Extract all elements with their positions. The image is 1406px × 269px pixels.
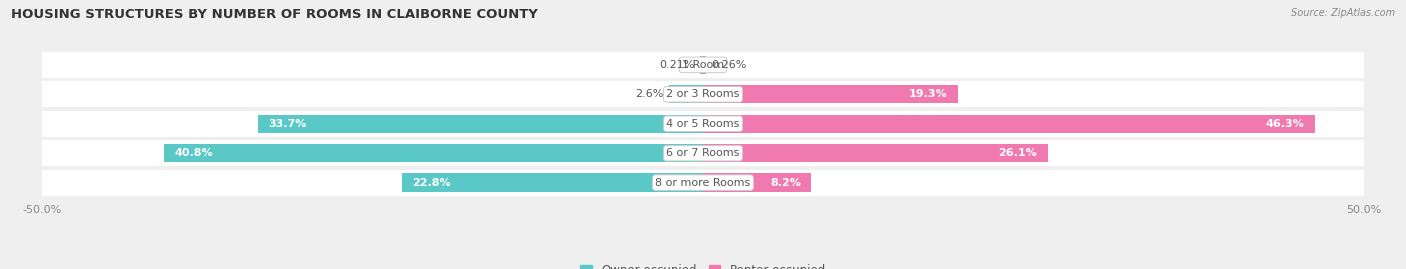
- Text: 0.21%: 0.21%: [659, 60, 695, 70]
- Bar: [703, 174, 811, 192]
- Bar: [42, 81, 1364, 107]
- Bar: [703, 144, 1047, 162]
- Bar: [703, 56, 706, 74]
- Text: 2.6%: 2.6%: [636, 89, 664, 99]
- Bar: [42, 170, 1364, 196]
- Text: 33.7%: 33.7%: [269, 119, 307, 129]
- Text: 8 or more Rooms: 8 or more Rooms: [655, 178, 751, 187]
- Bar: [257, 115, 703, 133]
- Legend: Owner-occupied, Renter-occupied: Owner-occupied, Renter-occupied: [575, 259, 831, 269]
- Text: 8.2%: 8.2%: [770, 178, 801, 187]
- Text: 1 Room: 1 Room: [682, 60, 724, 70]
- Text: Source: ZipAtlas.com: Source: ZipAtlas.com: [1291, 8, 1395, 18]
- Text: 6 or 7 Rooms: 6 or 7 Rooms: [666, 148, 740, 158]
- Text: 0.26%: 0.26%: [711, 60, 747, 70]
- Text: 2 or 3 Rooms: 2 or 3 Rooms: [666, 89, 740, 99]
- Text: HOUSING STRUCTURES BY NUMBER OF ROOMS IN CLAIBORNE COUNTY: HOUSING STRUCTURES BY NUMBER OF ROOMS IN…: [11, 8, 538, 21]
- Bar: [42, 52, 1364, 78]
- Bar: [669, 85, 703, 103]
- Bar: [163, 144, 703, 162]
- Bar: [402, 174, 703, 192]
- Bar: [42, 140, 1364, 166]
- Bar: [703, 85, 957, 103]
- Bar: [700, 56, 703, 74]
- Bar: [42, 111, 1364, 137]
- Text: 46.3%: 46.3%: [1265, 119, 1305, 129]
- Bar: [703, 115, 1315, 133]
- Text: 40.8%: 40.8%: [174, 148, 212, 158]
- Text: 19.3%: 19.3%: [908, 89, 948, 99]
- Text: 26.1%: 26.1%: [998, 148, 1038, 158]
- Text: 22.8%: 22.8%: [412, 178, 451, 187]
- Text: 4 or 5 Rooms: 4 or 5 Rooms: [666, 119, 740, 129]
